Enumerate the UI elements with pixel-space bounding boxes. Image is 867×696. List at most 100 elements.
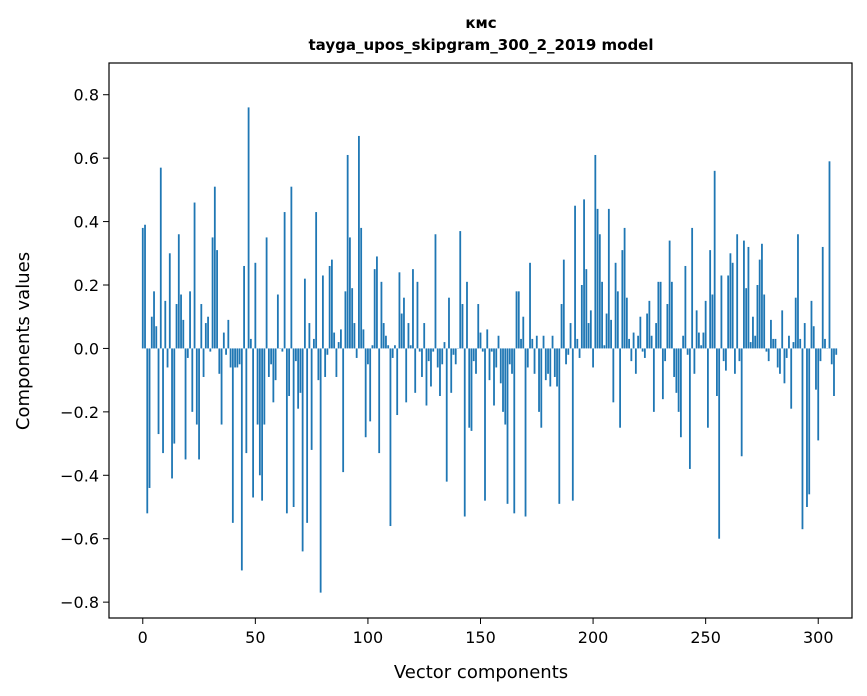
bar-251	[707, 348, 709, 428]
bar-139	[454, 348, 457, 365]
bar-35	[220, 348, 223, 425]
bar-17	[180, 294, 182, 349]
bar-150	[479, 332, 482, 349]
bar-225	[648, 300, 651, 349]
bar-238	[677, 348, 680, 412]
bar-179	[544, 348, 547, 381]
bar-98	[362, 329, 365, 349]
bar-131	[436, 348, 439, 368]
bar-287	[788, 335, 790, 349]
bar-128	[430, 348, 432, 387]
bar-65	[288, 348, 291, 396]
bar-268	[745, 288, 748, 349]
bar-280	[772, 338, 775, 349]
bar-216	[628, 338, 631, 349]
bar-86	[335, 348, 338, 377]
bar-124	[421, 348, 423, 377]
bar-197	[585, 269, 588, 349]
bar-186	[560, 304, 563, 349]
bar-99	[364, 348, 367, 438]
bar-292	[799, 338, 802, 349]
bar-189	[567, 348, 570, 355]
bar-147	[472, 348, 475, 362]
bar-38	[227, 319, 230, 349]
y-tick-label: −0.2	[60, 403, 99, 422]
bar-259	[725, 348, 727, 371]
bar-6	[155, 326, 158, 349]
bar-78	[317, 348, 320, 381]
bar-289	[792, 342, 795, 349]
bar-246	[695, 310, 698, 349]
bar-5	[153, 291, 155, 349]
bar-270	[749, 342, 752, 349]
bar-209	[612, 348, 615, 403]
bar-204	[601, 281, 603, 349]
bar-45	[243, 265, 245, 349]
bar-156	[493, 348, 495, 406]
bar-71	[301, 348, 304, 552]
bar-137	[450, 348, 453, 393]
bar-151	[481, 348, 484, 352]
bar-116	[403, 297, 405, 349]
bar-60	[276, 294, 279, 349]
bar-129	[432, 348, 435, 352]
bar-267	[743, 240, 745, 349]
bar-153	[486, 329, 489, 349]
bar-296	[808, 348, 811, 495]
bar-262	[731, 262, 734, 349]
bar-254	[713, 170, 716, 349]
bar-298	[812, 326, 815, 349]
bar-125	[423, 323, 426, 349]
bar-111	[391, 348, 394, 358]
bar-103	[373, 269, 376, 349]
y-tick-label: 0.6	[74, 149, 99, 168]
y-tick-label: 0.0	[74, 339, 99, 358]
bar-256	[718, 348, 721, 539]
bar-244	[691, 227, 694, 349]
bar-23	[193, 202, 196, 349]
bar-33	[216, 250, 218, 349]
bar-218	[632, 332, 635, 349]
bar-89	[342, 348, 345, 473]
bar-282	[776, 348, 779, 368]
bar-104	[376, 256, 378, 349]
bar-306	[830, 348, 833, 365]
bar-95	[355, 348, 358, 358]
bar-255	[716, 348, 718, 396]
bar-47	[247, 107, 250, 349]
y-axis-ticks: −0.8 −0.6 −0.4 −0.2 0.0 0.2 0.4 0.6 0.8	[60, 86, 109, 612]
bar-84	[330, 259, 333, 349]
bar-249	[702, 332, 705, 349]
bar-219	[634, 348, 637, 374]
x-axis-label: Vector components	[394, 662, 568, 683]
bar-170	[524, 348, 527, 517]
bar-155	[490, 348, 493, 352]
bar-4	[150, 316, 153, 349]
bar-177	[540, 348, 543, 428]
bar-288	[790, 348, 793, 409]
bar-8	[159, 167, 162, 349]
bar-11	[166, 348, 169, 368]
bar-22	[191, 348, 194, 412]
bar-67	[292, 348, 295, 507]
bar-46	[245, 348, 248, 454]
bar-107	[382, 323, 385, 349]
bar-12	[168, 253, 171, 349]
bar-281	[774, 338, 777, 349]
bar-2	[146, 348, 149, 514]
bar-265	[738, 348, 741, 362]
bar-164	[511, 348, 513, 374]
bar-229	[657, 281, 660, 349]
bar-233	[666, 304, 669, 349]
bar-143	[463, 348, 466, 517]
bar-144	[466, 281, 468, 349]
bar-193	[576, 338, 579, 349]
bar-206	[605, 313, 608, 349]
bar-59	[274, 348, 277, 381]
bar-214	[623, 227, 626, 349]
bar-80	[321, 275, 324, 349]
bar-307	[833, 348, 835, 396]
bar-141	[459, 231, 462, 349]
bar-117	[405, 348, 408, 403]
bar-57	[270, 348, 273, 365]
